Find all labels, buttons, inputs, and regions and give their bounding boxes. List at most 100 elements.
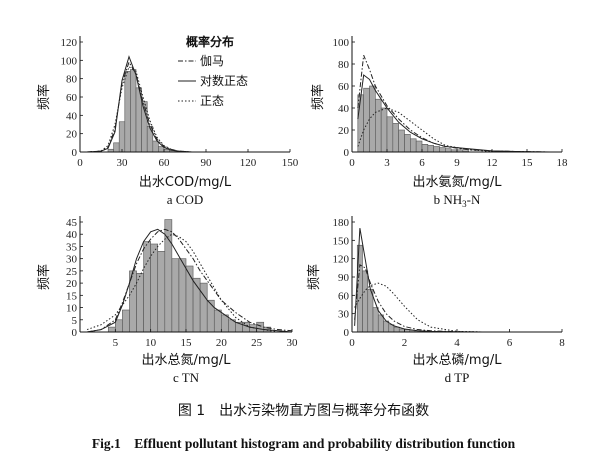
y-tick-label: 40: [66, 110, 78, 122]
x-tick-label: 12: [487, 157, 498, 169]
y-tick-label: 5: [72, 315, 78, 327]
x-axis-label: 出水总氮/mg/L: [142, 353, 232, 368]
x-tick-label: 150: [282, 157, 299, 169]
histogram-bar: [130, 69, 137, 153]
histogram-bar: [150, 243, 159, 333]
histogram-bar: [380, 107, 388, 153]
y-tick-label: 20: [66, 278, 78, 290]
histogram-bar: [415, 140, 423, 153]
y-tick-label: 0: [344, 327, 350, 339]
x-tick-label: 60: [159, 157, 171, 169]
x-tick-label: 8: [559, 337, 565, 349]
histogram-bar: [410, 138, 417, 153]
y-tick-label: 25: [66, 266, 78, 278]
y-tick-label: 180: [333, 217, 350, 229]
histogram-bar: [136, 273, 144, 333]
legend-title: 概率分布: [186, 34, 234, 49]
y-tick-label: 60: [66, 92, 78, 104]
curve-lognormal: [354, 228, 562, 333]
y-tick-label: 80: [66, 74, 78, 86]
histogram-bar: [171, 258, 180, 333]
x-tick-label: 0: [349, 157, 355, 169]
curve-lognormal: [86, 228, 293, 333]
y-axis-label: 频率: [36, 264, 52, 290]
panel-subtitle: a COD: [167, 192, 203, 207]
y-tick-label: 40: [66, 229, 78, 241]
y-tick-label: 0: [72, 327, 78, 339]
y-tick-label: 30: [66, 254, 78, 266]
histogram-bar: [398, 129, 405, 153]
panel-subtitle: c TN: [173, 370, 200, 385]
histogram-bar: [115, 319, 123, 333]
histogram-bar: [143, 241, 151, 333]
y-tick-label: 150: [333, 235, 350, 247]
legend-item-label: 正态: [200, 94, 224, 108]
x-tick-label: 15: [181, 337, 193, 349]
y-tick-label: 35: [66, 241, 78, 253]
x-tick-label: 0: [349, 337, 355, 349]
y-tick-label: 10: [66, 303, 78, 315]
y-tick-label: 90: [338, 272, 350, 284]
y-tick-label: 20: [338, 125, 350, 137]
x-tick-label: 0: [77, 157, 83, 169]
histogram-bar: [221, 314, 229, 333]
x-tick-label: 4: [454, 337, 460, 349]
histogram-bar: [439, 147, 446, 153]
x-tick-label: 9: [454, 157, 460, 169]
y-tick-label: 120: [333, 254, 350, 266]
histogram-bar: [372, 307, 379, 333]
x-tick-label: 5: [113, 337, 119, 349]
x-tick-label: 15: [522, 157, 534, 169]
x-tick-label: 30: [287, 337, 299, 349]
x-tick-label: 6: [507, 337, 513, 349]
histogram-bar: [185, 265, 194, 333]
histogram-bar: [404, 134, 411, 153]
histogram-bar: [433, 146, 440, 153]
y-axis-label: 频率: [310, 84, 326, 110]
histogram-bar: [122, 309, 130, 333]
x-axis-label: 出水COD/mg/L: [139, 175, 232, 190]
x-tick-label: 6: [419, 157, 425, 169]
histogram-bar: [386, 116, 394, 153]
histogram-bar: [392, 123, 399, 153]
y-axis-label: 频率: [306, 264, 322, 290]
y-tick-label: 120: [61, 37, 78, 49]
curve-lognormal: [357, 74, 551, 153]
histogram-bar: [152, 140, 159, 153]
histogram-bar: [113, 142, 120, 153]
histogram-bar: [107, 326, 116, 333]
x-tick-label: 30: [117, 157, 129, 169]
histogram-bar: [375, 98, 382, 153]
histogram-bar: [377, 314, 384, 333]
y-tick-label: 30: [338, 309, 350, 321]
x-tick-label: 20: [216, 337, 228, 349]
figure-caption-cn: 图 1 出水污染物直方图与概率分布函数: [177, 403, 430, 419]
curve-lognormal: [86, 55, 290, 153]
histogram-bar: [157, 251, 166, 333]
curve-gamma: [354, 263, 562, 333]
x-tick-label: 18: [557, 157, 569, 169]
y-tick-label: 0: [344, 147, 350, 159]
x-tick-label: 3: [384, 157, 390, 169]
histogram-bar: [421, 144, 429, 153]
histogram-bar: [178, 258, 187, 333]
y-tick-label: 40: [338, 103, 350, 115]
x-tick-label: 10: [145, 337, 157, 349]
legend-item-label: 伽马: [200, 53, 224, 68]
x-axis-label: 出水氨氮/mg/L: [413, 175, 503, 190]
y-tick-label: 80: [338, 59, 350, 71]
x-tick-label: 120: [240, 157, 257, 169]
histogram-bar: [427, 145, 434, 153]
y-tick-label: 45: [66, 217, 78, 229]
y-tick-label: 15: [66, 290, 78, 302]
figure-caption-en: Fig.1 Effluent pollutant histogram and p…: [91, 436, 516, 451]
y-tick-label: 0: [72, 147, 78, 159]
y-tick-label: 100: [61, 55, 78, 67]
y-tick-label: 60: [338, 81, 350, 93]
histogram-bar: [362, 270, 369, 333]
